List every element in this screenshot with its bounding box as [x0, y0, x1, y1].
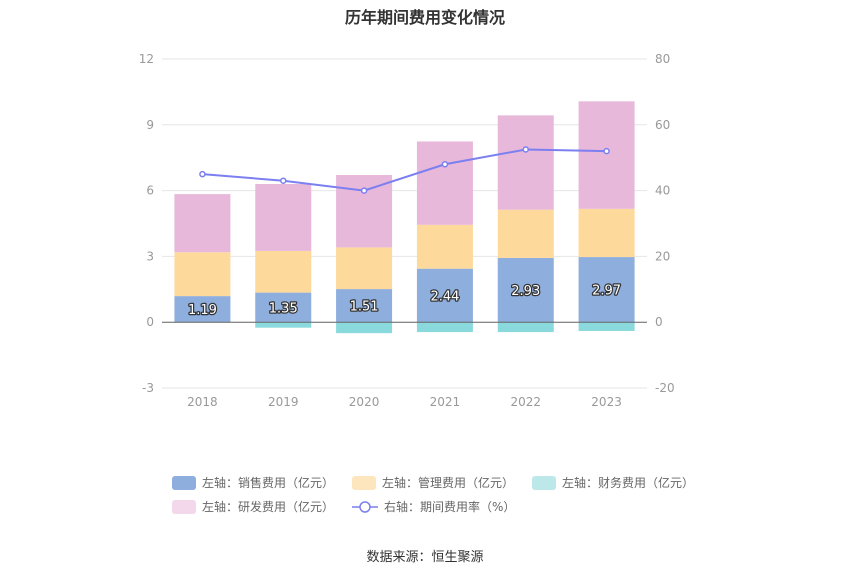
left-axis-tick-label: 12 — [139, 52, 154, 66]
data-label-sales: 2.44 — [430, 289, 459, 304]
bar-finance — [578, 322, 635, 331]
legend-item-sales[interactable]: 左轴：销售费用（亿元） — [172, 474, 334, 491]
legend-label-rate: 右轴：期间费用率（%） — [384, 500, 516, 514]
legend-label-rd: 左轴：研发费用（亿元） — [202, 500, 335, 514]
data-label-sales: 1.19 — [188, 303, 217, 318]
bar-sales — [174, 296, 231, 323]
chart-title: 历年期间费用变化情况 — [344, 8, 505, 27]
legend-item-rd[interactable]: 左轴：研发费用（亿元） — [172, 498, 334, 515]
bar-admin — [336, 247, 393, 290]
legend-swatch-rd — [172, 499, 196, 514]
bar-rd — [174, 194, 231, 253]
bar-sales — [497, 257, 554, 323]
legend-swatch-admin — [352, 475, 377, 490]
data-source-note: 数据来源：恒生聚源 — [366, 550, 484, 565]
bar-sales — [336, 289, 393, 323]
bar-sales — [255, 292, 312, 323]
left-axis-tick-label: 0 — [146, 315, 154, 329]
left-axis-tick-label: 3 — [146, 249, 154, 263]
right-axis-tick-label: 40 — [655, 184, 670, 198]
bar-admin — [174, 252, 231, 297]
left-axis-tick-label: -3 — [142, 381, 154, 395]
bar-finance — [416, 322, 473, 333]
rate-point — [360, 187, 368, 194]
legend-item-finance[interactable]: 左轴：财务费用（亿元） — [532, 474, 694, 491]
bar-finance — [497, 322, 554, 333]
bar-admin — [255, 250, 312, 293]
legend-row-1: 左轴：销售费用（亿元） 左轴：管理费用（亿元） 左轴：财务费用（亿元） — [172, 474, 712, 491]
bar-rd — [578, 101, 635, 209]
bar-admin — [578, 208, 635, 258]
bar-admin — [416, 224, 473, 269]
bar-finance — [336, 322, 393, 334]
rate-point — [603, 147, 610, 155]
right-axis-tick-label: 80 — [655, 52, 670, 66]
bar-rd — [416, 141, 473, 225]
data-label-sales: 2.97 — [592, 284, 621, 299]
legend-row-2: 左轴：研发费用（亿元） 右轴：期间费用率（%） — [172, 498, 533, 515]
legend-label-finance: 左轴：财务费用（亿元） — [562, 476, 695, 490]
right-axis-tick-label: 20 — [655, 249, 670, 263]
bar-sales — [416, 268, 473, 323]
x-axis-tick-label: 2021 — [430, 395, 461, 409]
bar-sales — [578, 257, 635, 323]
bar-admin — [497, 209, 554, 258]
rate-point — [280, 177, 287, 184]
right-axis-tick-label: -20 — [655, 381, 675, 395]
rate-point — [199, 170, 206, 178]
data-label-sales: 1.35 — [269, 301, 298, 316]
bar-rd — [255, 184, 312, 251]
bar-rd — [497, 115, 554, 210]
x-axis-tick-label: 2019 — [268, 395, 299, 409]
x-axis-tick-label: 2022 — [510, 395, 541, 409]
legend-swatch-sales — [172, 475, 196, 490]
left-axis-tick-label: 6 — [146, 184, 154, 198]
rate-point — [441, 161, 449, 168]
legend-label-sales: 左轴：销售费用（亿元） — [202, 476, 335, 490]
left-axis-tick-label: 9 — [146, 118, 154, 132]
legend-swatch-rate — [352, 500, 379, 513]
x-axis-tick-label: 2023 — [591, 395, 622, 409]
rate-line — [202, 148, 607, 192]
legend-label-admin: 左轴：管理费用（亿元） — [382, 476, 515, 490]
right-axis-tick-label: 0 — [655, 315, 663, 329]
data-label-sales: 1.51 — [350, 300, 379, 315]
legend-swatch-finance — [532, 475, 557, 490]
x-axis-tick-label: 2018 — [187, 395, 218, 409]
bar-finance — [255, 322, 312, 328]
bar-rd — [336, 175, 393, 248]
rate-point — [522, 146, 529, 153]
x-axis-tick-label: 2020 — [349, 395, 380, 409]
data-label-sales: 2.93 — [511, 284, 540, 299]
legend-item-admin[interactable]: 左轴：管理费用（亿元） — [352, 474, 514, 491]
legend-item-rate[interactable]: 右轴：期间费用率（%） — [352, 498, 515, 515]
right-axis-tick-label: 60 — [655, 118, 670, 132]
